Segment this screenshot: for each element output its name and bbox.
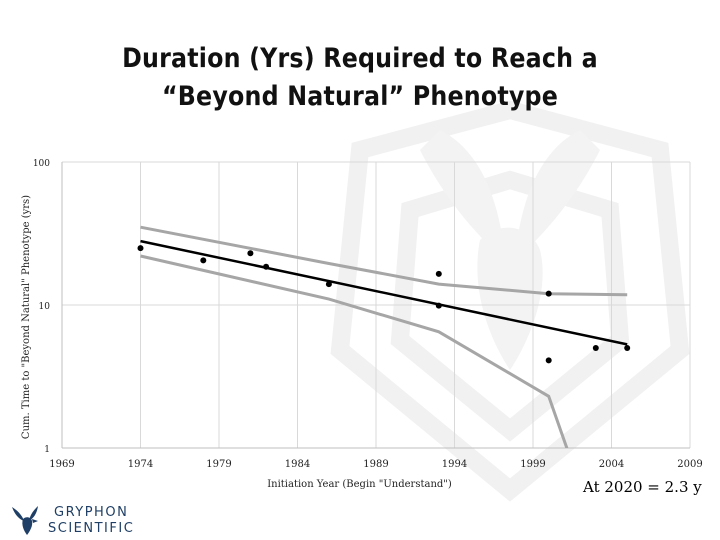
trend-line	[140, 239, 628, 346]
y-tick-label: 100	[33, 159, 50, 169]
x-tick-label: 1989	[363, 459, 388, 470]
x-tick-label: 2009	[677, 459, 702, 470]
data-point	[435, 270, 442, 277]
chart-title-line2: “Beyond Natural” Phenotype	[161, 81, 559, 112]
logo-wordmark-line1: GRYPHON	[54, 505, 129, 520]
x-tick-label: 1974	[128, 459, 153, 470]
y-tick-label: 10	[39, 302, 51, 312]
x-axis-title: Initiation Year (Begin "Understand")	[267, 479, 452, 490]
y-axis-title: Cum. Time to "Beyond Natural" Phenotype …	[21, 195, 32, 439]
data-point	[263, 263, 270, 270]
y-tick-label: 1	[44, 445, 50, 455]
data-point	[592, 345, 599, 352]
x-tick-label: 2004	[599, 459, 624, 470]
logo-wordmark-line2: SCIENTIFIC	[48, 521, 135, 536]
data-point	[247, 250, 254, 257]
data-point	[545, 357, 552, 364]
data-point	[137, 245, 144, 252]
data-point	[200, 257, 207, 264]
projection-note: At 2020 = 2.3 y	[583, 478, 702, 496]
data-point	[624, 345, 631, 352]
x-tick-label: 1979	[206, 459, 231, 470]
x-tick-label: 1994	[442, 459, 467, 470]
x-tick-label: 1969	[49, 459, 74, 470]
ci-upper-line	[140, 225, 628, 297]
x-tick-label: 1984	[285, 459, 310, 470]
chart-title-line1: Duration (Yrs) Required to Reach a	[122, 43, 598, 74]
x-tick-label: 1999	[520, 459, 545, 470]
company-logo: GRYPHON SCIENTIFIC	[8, 503, 158, 537]
data-point	[325, 281, 332, 288]
data-point	[435, 302, 442, 309]
data-point	[545, 290, 552, 297]
ci-lower-line	[140, 254, 569, 448]
gryphon-icon	[12, 506, 38, 535]
chart-title: Duration (Yrs) Required to Reach a “Beyo…	[96, 40, 624, 116]
